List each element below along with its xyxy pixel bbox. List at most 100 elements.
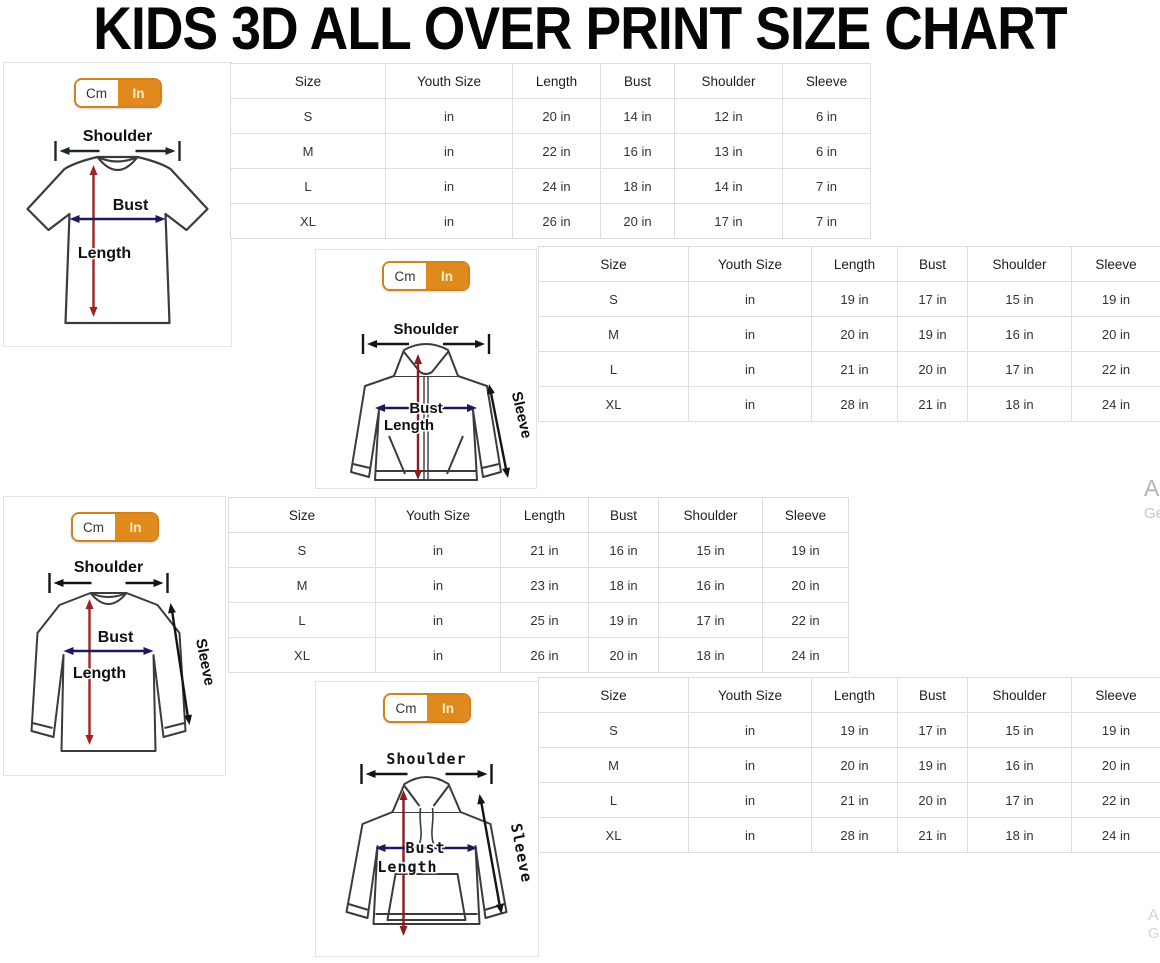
measurement-cell: in xyxy=(688,316,812,352)
zip-hoodie-diagram-panel: Cm In Shoulder xyxy=(315,249,537,489)
bust-label: Bust xyxy=(112,197,148,214)
long-sleeve-diagram-panel: Cm In Shoulder xyxy=(3,496,226,776)
length-arrow xyxy=(414,354,422,480)
measurement-cell: 7 in xyxy=(782,203,871,239)
measurement-cell: 18 in xyxy=(600,168,675,204)
watermark-fragment-side: A Ge xyxy=(1144,475,1160,522)
column-header: Youth Size xyxy=(688,677,812,713)
bust-label: Bust xyxy=(97,629,133,646)
column-header: Bust xyxy=(600,63,675,99)
measurement-cell: 17 in xyxy=(658,602,763,638)
size-cell: S xyxy=(538,712,689,748)
hoodie-diagram: Shoulder Bust Length Sleeve xyxy=(345,749,537,936)
measurement-cell: 26 in xyxy=(512,203,601,239)
measurement-cell: in xyxy=(385,133,513,169)
measurement-cell: 16 in xyxy=(967,316,1072,352)
size-cell: M xyxy=(538,747,689,783)
measurement-cell: 19 in xyxy=(588,602,659,638)
measurement-cell: 21 in xyxy=(897,386,968,422)
header-row: Size Youth Size Length Bust Shoulder Sleeve xyxy=(228,497,849,533)
column-header: Size xyxy=(228,497,376,533)
measurement-cell: 19 in xyxy=(762,532,849,568)
column-header: Bust xyxy=(897,677,968,713)
measurement-cell: in xyxy=(385,98,513,134)
size-cell: M xyxy=(230,133,386,169)
tshirt-outline xyxy=(25,155,209,325)
cm-button[interactable]: Cm xyxy=(75,80,118,106)
unit-toggle[interactable]: Cm In xyxy=(383,693,471,723)
bust-arrow xyxy=(375,844,478,852)
tshirt-diagram: Shoulder Bust Length xyxy=(25,127,209,325)
measurement-cell: 18 in xyxy=(658,637,763,673)
in-button[interactable]: In xyxy=(117,80,160,106)
column-header: Youth Size xyxy=(688,246,812,282)
size-cell: L xyxy=(228,602,376,638)
measurement-cell: in xyxy=(688,747,812,783)
cm-button[interactable]: Cm xyxy=(384,263,426,289)
measurement-cell: 24 in xyxy=(512,168,601,204)
measurement-cell: in xyxy=(688,386,812,422)
measurement-cell: 14 in xyxy=(674,168,783,204)
watermark-text: A xyxy=(1144,475,1160,501)
length-arrow xyxy=(399,790,408,936)
measurement-cell: 22 in xyxy=(1071,351,1160,387)
in-button[interactable]: In xyxy=(427,695,469,721)
bust-arrow xyxy=(63,647,153,655)
measurement-cell: 15 in xyxy=(967,712,1072,748)
cm-button[interactable]: Cm xyxy=(72,514,115,540)
in-button[interactable]: In xyxy=(426,263,468,289)
measurement-cell: 26 in xyxy=(500,637,589,673)
measurement-cell: 20 in xyxy=(600,203,675,239)
measurement-cell: 17 in xyxy=(674,203,783,239)
size-cell: S xyxy=(228,532,376,568)
header-row: Size Youth Size Length Bust Shoulder Sleeve xyxy=(538,677,1160,713)
measurement-cell: 20 in xyxy=(1071,316,1160,352)
column-header: Length xyxy=(811,677,898,713)
bust-label: Bust xyxy=(405,839,445,857)
bust-arrow xyxy=(69,215,165,223)
hoodie-outline xyxy=(345,776,508,925)
column-header: Youth Size xyxy=(385,63,513,99)
sleeve-label: Sleeve xyxy=(192,637,218,687)
unit-toggle[interactable]: Cm In xyxy=(382,261,470,291)
column-header: Shoulder xyxy=(658,497,763,533)
unit-toggle[interactable]: Cm In xyxy=(73,78,162,108)
column-header: Size xyxy=(230,63,386,99)
measurement-cell: 14 in xyxy=(600,98,675,134)
measurement-cell: 20 in xyxy=(1071,747,1160,783)
bust-arrow xyxy=(375,404,477,412)
measurement-cell: in xyxy=(688,782,812,818)
sleeve-arrow xyxy=(477,794,504,914)
measurement-cell: 20 in xyxy=(811,747,898,783)
shoulder-label: Shoulder xyxy=(393,321,458,338)
hoodie-diagram-panel: Cm In Shoulder xyxy=(315,681,539,957)
cm-button[interactable]: Cm xyxy=(385,695,427,721)
measurement-cell: 20 in xyxy=(811,316,898,352)
watermark-fragment-bottom: A G xyxy=(1148,908,1160,942)
measurement-cell: 20 in xyxy=(897,351,968,387)
measurement-cell: in xyxy=(688,817,812,853)
measurement-cell: 17 in xyxy=(897,281,968,317)
length-label: Length xyxy=(377,858,437,876)
shoulder-label: Shoulder xyxy=(73,559,142,576)
in-button[interactable]: In xyxy=(114,514,157,540)
size-cell: XL xyxy=(538,817,689,853)
unit-toggle[interactable]: Cm In xyxy=(70,512,159,542)
zip-hoodie-outline xyxy=(350,343,502,481)
column-header: Length xyxy=(512,63,601,99)
measurement-cell: 21 in xyxy=(811,782,898,818)
size-cell: L xyxy=(538,351,689,387)
size-cell: S xyxy=(538,281,689,317)
page-title: KIDS 3D ALL OVER PRINT SIZE CHART xyxy=(93,0,1067,62)
measurement-cell: in xyxy=(688,281,812,317)
measurement-cell: 24 in xyxy=(1071,386,1160,422)
size-cell: XL xyxy=(230,203,386,239)
